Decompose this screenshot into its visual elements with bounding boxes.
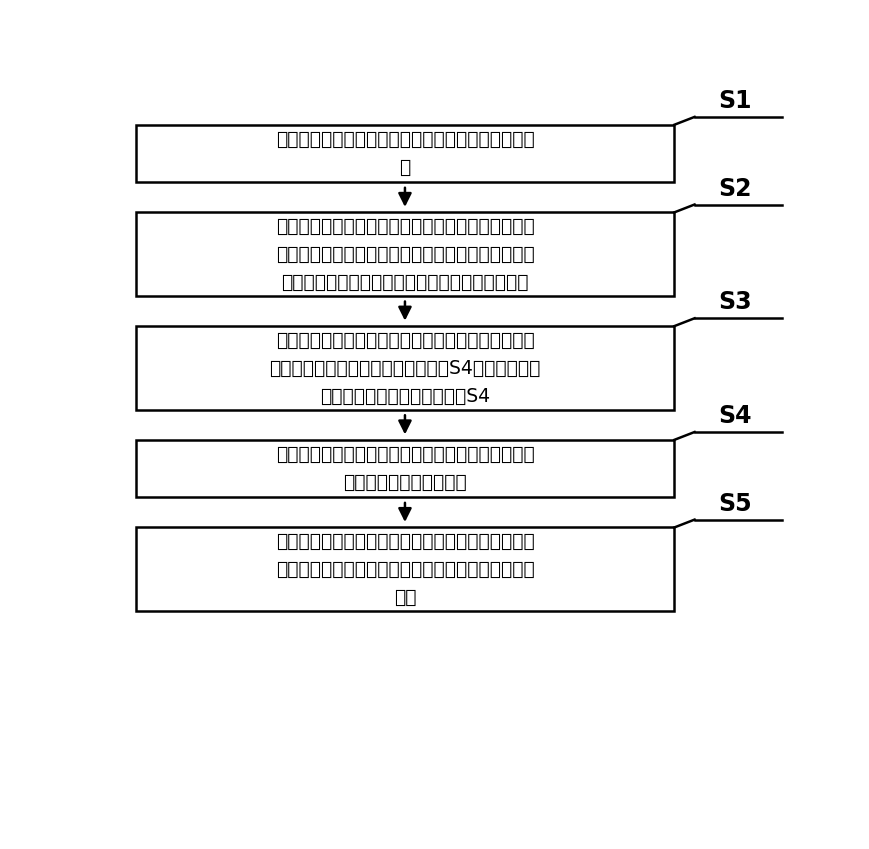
Text: 检索权限资源矩阵，从所获得的消息中取得消息源，
并返回其对应的权限向量: 检索权限资源矩阵，从所获得的消息中取得消息源， 并返回其对应的权限向量 — [275, 445, 534, 492]
Text: S5: S5 — [718, 492, 752, 515]
Text: S3: S3 — [718, 290, 752, 314]
Text: 提供一个随机发生器，随机发生器根据消息的优先级
来设定消息的发生概率，优先级高的发生概率就高，
当随机选择了队列后，就会从队列首部取出该消息: 提供一个随机发生器，随机发生器根据消息的优先级 来设定消息的发生概率，优先级高的… — [275, 216, 534, 292]
Text: S2: S2 — [718, 177, 752, 200]
Text: 并发接收消息，根据消息的优先级进入不同的消息队
列: 并发接收消息，根据消息的优先级进入不同的消息队 列 — [275, 130, 534, 177]
Bar — [136, 440, 674, 498]
Text: 根据上层网管的权限去权限向量中进行权限匹配，当
具备权限的消息被匹配出来后，对消息进行并行复制
分发: 根据上层网管的权限去权限向量中进行权限匹配，当 具备权限的消息被匹配出来后，对消… — [275, 531, 534, 607]
Text: S4: S4 — [718, 404, 752, 428]
Text: S1: S1 — [718, 89, 752, 113]
Bar — [136, 527, 674, 611]
Bar — [136, 326, 674, 410]
Text: 判断取出的消息是否对时序敏感，若是时序敏感的消
息，则进行时序保障，然后进入步骤S4；若不是时序
敏感的消息，则直接进入步骤S4: 判断取出的消息是否对时序敏感，若是时序敏感的消 息，则进行时序保障，然后进入步骤… — [269, 330, 541, 406]
Bar — [136, 212, 674, 296]
Bar — [136, 125, 674, 183]
